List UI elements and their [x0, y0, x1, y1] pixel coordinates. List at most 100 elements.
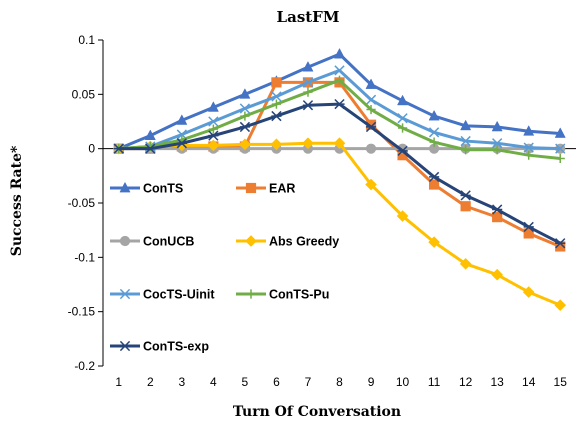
data-point-ear	[460, 201, 471, 212]
x-tick-label: 14	[522, 375, 536, 389]
data-point-ear	[523, 228, 534, 239]
y-tick-label: -0.1	[74, 250, 95, 264]
legend-swatch-marker	[119, 288, 131, 300]
data-point-conts-pu	[461, 145, 471, 155]
x-tick-label: 1	[115, 375, 122, 389]
data-point-cocts-uinit	[428, 127, 440, 138]
x-tick-label: 6	[273, 375, 280, 389]
y-tick-label: 0	[88, 142, 95, 156]
series-line-abs-greedy	[118, 141, 561, 307]
x-tick-label: 15	[554, 375, 568, 389]
x-tick-label: 10	[396, 375, 410, 389]
legend-item-ear: EAR	[236, 182, 295, 196]
data-point-abs-greedy	[522, 286, 535, 298]
data-point-conucb	[365, 143, 377, 154]
chart-title: LastFM	[277, 8, 340, 26]
data-point-cocts-uinit	[555, 143, 566, 154]
data-point-ear	[492, 212, 503, 223]
data-point-conts-exp	[365, 121, 377, 133]
x-tick-label: 5	[242, 375, 249, 389]
y-tick-label: 0.05	[72, 87, 96, 101]
data-point-conts-exp	[302, 100, 314, 111]
y-axis-title: Success Rate*	[9, 145, 25, 256]
legend-label: ConTS-Pu	[269, 288, 329, 302]
legend-item-conts-pu: ConTS-Pu	[236, 288, 329, 302]
x-axis-title: Turn Of Conversation	[233, 404, 401, 420]
data-point-conts	[302, 61, 314, 72]
data-point-conts-exp	[460, 190, 471, 201]
data-point-cocts-uinit	[492, 138, 503, 149]
data-point-abs-greedy	[396, 210, 409, 222]
data-point-abs-greedy	[459, 258, 472, 270]
data-point-abs-greedy	[302, 137, 314, 150]
x-tick-label: 3	[178, 375, 185, 389]
data-point-conts	[365, 78, 377, 89]
data-point-conts-pu	[555, 153, 565, 164]
data-point-cocts-uinit	[208, 116, 219, 127]
legend: ConTS EAR ConUCB Abs Greedy CocTS-Uinit ConTS…	[110, 182, 339, 354]
data-point-conts-exp	[208, 130, 219, 141]
data-point-conts-exp	[334, 98, 345, 110]
data-point-conts-exp	[113, 143, 124, 154]
data-point-conts-pu	[271, 99, 282, 109]
data-point-conts-pu	[240, 111, 250, 121]
x-tick-label: 13	[490, 375, 504, 389]
data-point-conts-pu	[492, 145, 502, 155]
legend-item-conts-exp: ConTS-exp	[110, 340, 209, 354]
data-point-cocts-uinit	[365, 94, 377, 105]
data-point-conts-exp	[555, 238, 566, 249]
data-point-conts-pu	[334, 75, 345, 85]
series-abs-greedy	[112, 137, 567, 311]
data-point-conts-exp	[271, 110, 282, 122]
x-tick-label: 9	[368, 375, 375, 389]
data-point-abs-greedy	[333, 137, 346, 150]
data-point-conts-exp	[145, 143, 156, 154]
data-point-cocts-uinit	[239, 103, 251, 114]
data-point-cocts-uinit	[302, 77, 314, 88]
data-point-abs-greedy	[270, 138, 283, 151]
data-point-conts	[333, 47, 346, 59]
legend-label: CocTS-Uinit	[143, 288, 215, 302]
data-point-conts	[428, 109, 440, 121]
data-point-conts-exp	[492, 204, 503, 215]
data-point-conts-pu	[397, 123, 408, 133]
data-point-conts-exp	[239, 121, 251, 133]
series-conts-exp	[113, 98, 566, 249]
data-point-cocts-uinit	[523, 142, 534, 153]
legend-label: EAR	[269, 182, 295, 196]
series-line-conts-exp	[118, 102, 561, 245]
data-point-abs-greedy	[491, 268, 503, 281]
data-point-conts-exp	[176, 138, 187, 149]
y-tick-label: -0.05	[68, 196, 96, 210]
data-point-conts	[397, 94, 409, 106]
legend-swatch-marker	[245, 182, 257, 194]
x-tick-label: 7	[305, 375, 312, 389]
data-point-conts	[176, 114, 188, 125]
data-point-abs-greedy	[554, 299, 567, 311]
data-point-abs-greedy	[365, 178, 377, 191]
data-point-conts-exp	[523, 221, 534, 233]
data-point-conts-exp	[428, 171, 440, 183]
legend-item-conucb: ConUCB	[110, 235, 194, 249]
y-tick-label: 0.1	[78, 33, 95, 47]
data-point-cocts-uinit	[397, 113, 408, 124]
legend-swatch-marker	[119, 340, 131, 352]
legend-label: Abs Greedy	[269, 235, 339, 249]
data-point-conts-pu	[524, 150, 534, 160]
data-point-conts	[554, 127, 566, 138]
y-tick-label: -0.2	[74, 359, 95, 373]
x-tick-label: 2	[147, 375, 154, 389]
legend-label: ConTS-exp	[143, 340, 209, 354]
data-point-abs-greedy	[239, 138, 251, 151]
y-tick-label: -0.15	[68, 305, 96, 319]
x-tick-label: 8	[336, 375, 343, 389]
axes: 0.10.050-0.05-0.1-0.15-0.21 2 3 4 5 6 7 8 9 10 11 1…	[68, 33, 576, 389]
legend-swatch-marker	[119, 181, 131, 193]
data-point-cocts-uinit	[334, 65, 345, 76]
data-point-conts	[239, 88, 251, 99]
legend-item-cocts-uinit: CocTS-Uinit	[110, 288, 215, 302]
legend-swatch-marker	[119, 235, 131, 247]
data-point-conts-pu	[366, 104, 376, 115]
data-point-conts	[207, 101, 219, 112]
